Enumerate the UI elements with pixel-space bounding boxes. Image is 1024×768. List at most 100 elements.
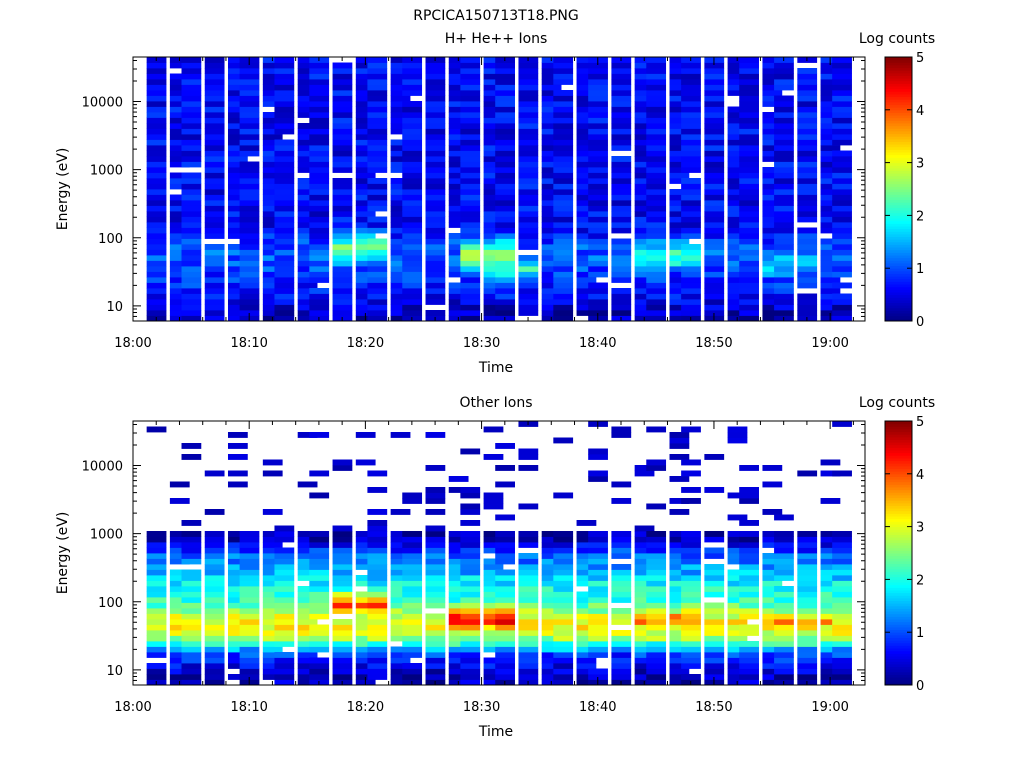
- heatmap-cell: [646, 679, 667, 686]
- heatmap-cell: [448, 657, 469, 664]
- heatmap-cell: [774, 84, 794, 91]
- heatmap-cell: [483, 178, 504, 184]
- colorbar-segment: [885, 91, 912, 95]
- heatmap-cell: [762, 112, 783, 118]
- heatmap-cell: [262, 635, 283, 642]
- heatmap-cell: [634, 90, 655, 96]
- heatmap-cell: [181, 172, 202, 179]
- heatmap-cell: [239, 200, 260, 206]
- heatmap-cell: [553, 553, 574, 559]
- heatmap-cell: [832, 211, 852, 217]
- heatmap-cell: [425, 282, 446, 289]
- heatmap-cell: [669, 211, 690, 217]
- heatmap-cell: [181, 542, 202, 548]
- heatmap-cell: [448, 62, 469, 69]
- heatmap-cell: [297, 586, 318, 592]
- heatmap-cell: [518, 244, 539, 250]
- heatmap-cell: [425, 674, 446, 680]
- heatmap-cell: [518, 73, 539, 80]
- heatmap-cell: [797, 569, 818, 576]
- heatmap-cell: [588, 602, 608, 609]
- colorbar-segment: [885, 455, 912, 459]
- heatmap-cell: [274, 536, 295, 543]
- heatmap-cell: [332, 536, 353, 543]
- heatmap-cell: [181, 101, 202, 107]
- heatmap-cell: [541, 139, 562, 146]
- heatmap-cell: [274, 569, 295, 576]
- heatmap-cell: [448, 90, 469, 96]
- heatmap-cell: [297, 189, 318, 195]
- heatmap-cell: [704, 112, 725, 118]
- heatmap-cell: [797, 630, 818, 636]
- heatmap-cell: [704, 619, 725, 625]
- heatmap-cell: [146, 266, 167, 272]
- heatmap-cell: [262, 299, 283, 305]
- heatmap-cell: [588, 293, 608, 300]
- heatmap-cell: [274, 117, 295, 124]
- heatmap-cell: [146, 547, 167, 554]
- heatmap-cell: [681, 663, 701, 669]
- heatmap-cell: [448, 178, 469, 184]
- heatmap-cell: [297, 106, 318, 113]
- heatmap-cell: [448, 602, 469, 609]
- heatmap-cell: [727, 668, 748, 675]
- heatmap-cell: [774, 222, 794, 228]
- colorbar-segment: [885, 661, 912, 665]
- colorbar-segment: [885, 637, 912, 641]
- heatmap-cell: [762, 244, 783, 250]
- heatmap-cell: [169, 536, 190, 543]
- heatmap-cell: [181, 553, 202, 559]
- heatmap-cell: [576, 68, 597, 74]
- heatmap-cell: [588, 613, 608, 620]
- heatmap-cell: [355, 222, 376, 228]
- colorbar-segment: [885, 624, 912, 628]
- heatmap-cell: [390, 310, 411, 316]
- heatmap-cell: [332, 183, 353, 190]
- heatmap-cell: [797, 635, 818, 642]
- heatmap-cell: [541, 156, 562, 162]
- heatmap-cell: [227, 470, 248, 477]
- heatmap-cell: [274, 227, 295, 234]
- heatmap-cell: [704, 635, 725, 642]
- heatmap-cell: [204, 189, 225, 195]
- heatmap-cell: [367, 112, 388, 118]
- colorbar-segment: [885, 468, 912, 472]
- heatmap-cell: [576, 657, 597, 664]
- heatmap-cell: [669, 266, 690, 272]
- heatmap-cell: [646, 282, 667, 289]
- heatmap-cell: [669, 635, 690, 642]
- figure-title: RPCICA150713T18.PNG: [413, 8, 578, 24]
- heatmap-cell: [588, 238, 608, 245]
- heatmap-cell: [495, 216, 515, 223]
- heatmap-cell: [367, 178, 388, 184]
- heatmap-cell: [634, 542, 655, 548]
- heatmap-cell: [425, 531, 446, 537]
- colorbar-segment: [885, 107, 912, 111]
- heatmap-cell: [367, 200, 388, 206]
- heatmap-cell: [576, 674, 597, 680]
- heatmap-cell: [239, 79, 260, 85]
- heatmap-cell: [774, 68, 794, 74]
- heatmap-cell: [460, 238, 481, 245]
- heatmap-cell: [495, 630, 515, 636]
- heatmap-cell: [704, 575, 725, 581]
- colorbar-segment: [885, 460, 912, 464]
- heatmap-cell: [297, 156, 318, 162]
- heatmap-cell: [448, 304, 469, 311]
- heatmap-cell: [146, 183, 167, 190]
- heatmap-cell: [762, 233, 783, 239]
- heatmap-cell: [367, 531, 388, 537]
- heatmap-cell: [181, 84, 202, 91]
- heatmap-cell: [448, 641, 469, 647]
- heatmap-cell: [774, 591, 794, 598]
- heatmap-cell: [611, 547, 632, 554]
- heatmap-cell: [774, 288, 794, 294]
- heatmap-cell: [774, 145, 794, 151]
- heatmap-cell: [239, 73, 260, 80]
- heatmap-cell: [669, 652, 690, 658]
- heatmap-cell: [448, 216, 469, 223]
- heatmap-cell: [460, 679, 481, 686]
- colorbar-segment: [885, 276, 912, 280]
- heatmap-cell: [204, 553, 225, 559]
- heatmap-cell: [204, 602, 225, 609]
